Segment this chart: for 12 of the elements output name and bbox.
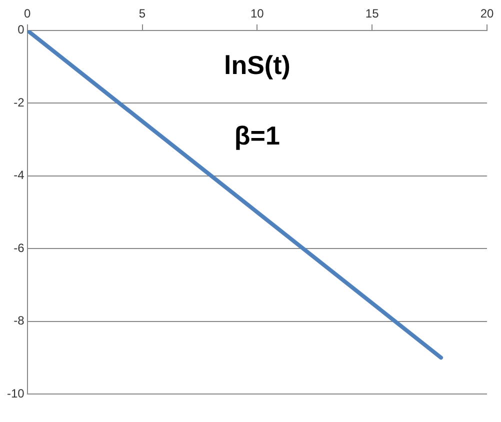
text: β=1 <box>234 120 280 150</box>
x-tick-label: 15 <box>365 6 380 21</box>
x-tick-label: 5 <box>138 6 146 21</box>
y-tick-label: 0 <box>18 22 25 37</box>
y-tick-label: -8 <box>14 314 25 328</box>
y-tick-label: -6 <box>14 240 25 255</box>
y-tick-label: -4 <box>14 168 25 182</box>
y-tick-label: -10 <box>7 386 25 400</box>
y-tick-label: -2 <box>14 95 25 110</box>
x-tick-label: 10 <box>250 6 264 21</box>
x-tick-label: 20 <box>480 6 494 21</box>
text: lnS(t) <box>224 50 290 80</box>
